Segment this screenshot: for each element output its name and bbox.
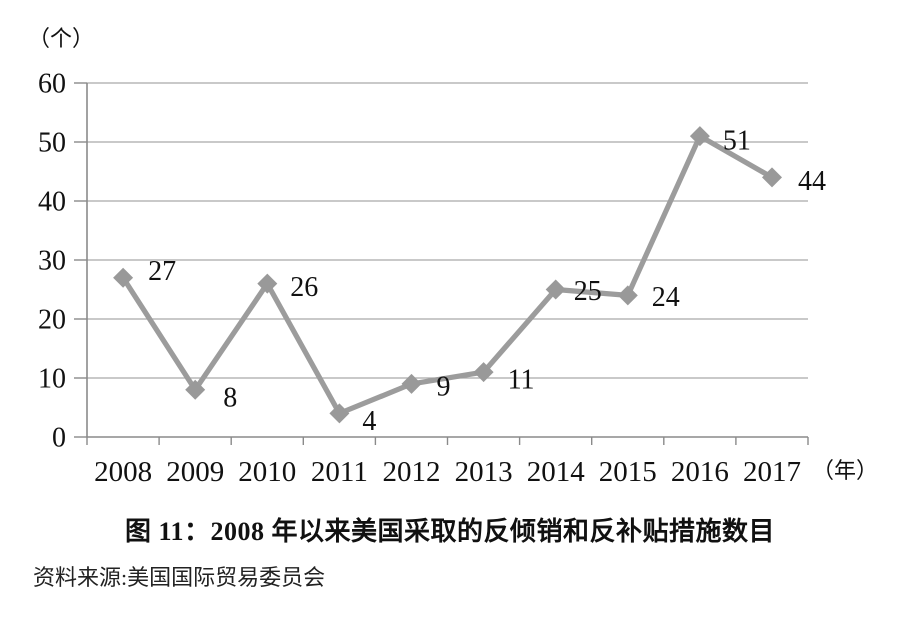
y-tick-label: 20: [38, 305, 66, 336]
x-tick-label: 2008: [94, 456, 152, 488]
x-tick-label: 2010: [238, 456, 296, 488]
y-tick-label: 0: [52, 423, 66, 454]
data-point-marker: [473, 362, 494, 383]
data-point-label: 27: [148, 256, 176, 287]
y-tick-label: 30: [38, 246, 66, 277]
data-point-label: 9: [437, 371, 451, 402]
y-tick-label: 10: [38, 364, 66, 395]
data-point-marker: [545, 279, 566, 300]
x-tick-label: 2013: [455, 456, 513, 488]
y-axis-unit-label: （个）: [28, 26, 94, 51]
y-tick-label: 50: [38, 128, 66, 159]
x-axis-unit-label: （年）: [812, 458, 878, 483]
y-tick-label: 60: [38, 69, 66, 100]
x-tick-label: 2009: [166, 456, 224, 488]
data-point-marker: [617, 285, 638, 306]
data-point-label: 4: [362, 406, 376, 437]
x-tick-label: 2011: [311, 456, 368, 488]
chart-source-note: 资料来源:美国国际贸易委员会: [33, 565, 326, 590]
x-tick-label: 2016: [671, 456, 729, 488]
data-point-label: 51: [723, 126, 751, 157]
data-point-marker: [329, 403, 350, 424]
data-point-label: 24: [652, 282, 680, 313]
data-point-marker: [401, 373, 422, 394]
x-tick-label: 2012: [383, 456, 441, 488]
data-point-marker: [762, 167, 782, 188]
data-point-label: 8: [223, 382, 237, 413]
data-point-marker: [185, 379, 206, 400]
data-point-marker: [113, 267, 134, 288]
data-point-label: 44: [798, 166, 826, 197]
chart-canvas: 0 10 20 30 40 50 60 2008 2009 2010 2011 2012 2013 201…: [28, 26, 878, 488]
data-point-label: 25: [574, 276, 602, 307]
data-point-label: 11: [508, 365, 535, 396]
x-tick-label: 2015: [599, 456, 657, 488]
series-line: [120, 133, 775, 416]
x-tick-label: 2017: [743, 456, 801, 488]
data-point-marker: [689, 126, 710, 147]
x-tick-label: 2014: [527, 456, 586, 488]
data-point-marker: [257, 273, 278, 294]
data-point-label: 26: [290, 272, 318, 303]
y-tick-label: 40: [38, 187, 66, 218]
chart-title: 图 11：2008 年以来美国采取的反倾销和反补贴措施数目: [124, 517, 776, 546]
